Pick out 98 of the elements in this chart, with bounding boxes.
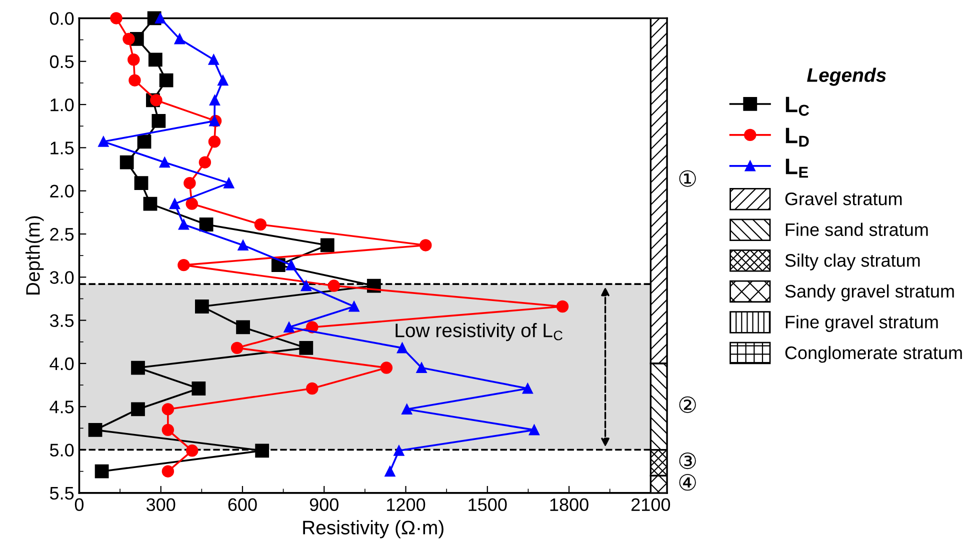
series-label: ④	[679, 474, 696, 491]
y-tick-label: 4.0	[50, 357, 74, 370]
y-tick-label: 1.0	[50, 98, 74, 112]
point	[186, 444, 198, 457]
point	[522, 383, 533, 394]
y-tick-label: 5.5	[50, 487, 74, 500]
point	[528, 424, 540, 436]
y-tick-label: 0.0	[50, 12, 74, 25]
point	[396, 342, 408, 354]
point	[208, 136, 221, 148]
point	[178, 219, 189, 230]
x-tick-label: 2100	[631, 498, 670, 512]
point	[306, 382, 318, 395]
point	[128, 74, 141, 86]
point	[224, 178, 234, 188]
point	[134, 176, 148, 190]
point	[148, 52, 162, 67]
point	[162, 424, 174, 436]
point	[174, 34, 185, 44]
point	[192, 382, 206, 396]
point	[120, 155, 134, 170]
legend-label: L$_{C}$	[786, 96, 810, 116]
y-tick-label: 0.5	[50, 55, 74, 68]
point	[195, 300, 209, 314]
y-axis-title: Depth(m)	[26, 216, 44, 294]
point	[122, 32, 135, 46]
point	[218, 75, 228, 86]
text: Fine gravel stratum	[786, 315, 938, 332]
x-tick-label: 300	[146, 498, 176, 512]
x-axis-title: Resistivity (Ω·m)	[303, 520, 444, 538]
y-tick-label: 2.5	[50, 228, 74, 241]
point	[143, 196, 158, 211]
legend-title: Legends	[807, 68, 886, 86]
point	[556, 300, 569, 313]
legend-label: L$_{E}$	[786, 158, 808, 178]
point	[320, 238, 334, 252]
point	[88, 422, 102, 437]
point	[230, 342, 244, 354]
point	[199, 218, 214, 232]
y-tick-label: 3.0	[50, 271, 74, 284]
point	[236, 320, 250, 334]
x-tick-label: 900	[310, 498, 338, 512]
text: Fine sand stratum	[786, 222, 928, 236]
point	[254, 218, 267, 231]
point	[152, 114, 166, 128]
point	[299, 340, 314, 355]
point	[178, 258, 190, 272]
series-label: ②	[679, 396, 696, 413]
x-tick-label: 0	[74, 498, 84, 512]
point	[98, 136, 109, 147]
text: Gravel stratum	[785, 192, 902, 206]
point	[348, 301, 360, 312]
point	[420, 239, 432, 252]
point	[300, 280, 312, 292]
point	[208, 54, 219, 65]
y-tick-label: 3.5	[50, 314, 74, 328]
point	[186, 198, 198, 210]
point	[162, 465, 174, 478]
text: Silty clay stratum	[785, 254, 920, 270]
point	[384, 466, 396, 477]
band-label: Low resistivity of L$_{C}$	[396, 322, 562, 342]
point	[128, 54, 140, 66]
x-tick-label: 1500	[468, 498, 507, 512]
point	[159, 73, 174, 88]
point	[150, 94, 162, 106]
point	[169, 198, 180, 210]
text: Sandy gravel stratum	[785, 284, 954, 302]
point	[131, 402, 145, 416]
y-tick-label: 4.5	[50, 400, 74, 414]
point	[284, 322, 294, 332]
point	[162, 403, 174, 416]
y-tick-label: 2.0	[50, 184, 74, 198]
y-tick-label: 5.0	[50, 444, 74, 456]
point	[416, 362, 427, 374]
x-tick-label: 1800	[550, 498, 588, 512]
point	[328, 280, 340, 292]
point	[94, 464, 109, 478]
point	[402, 404, 412, 414]
point	[155, 12, 166, 24]
x-tick-label: 1200	[387, 498, 426, 512]
point	[238, 240, 248, 250]
series-label: ③	[679, 452, 696, 470]
x-tick-label: 600	[228, 498, 257, 512]
point	[209, 94, 220, 106]
point	[159, 157, 170, 168]
point	[380, 362, 393, 374]
point	[198, 156, 212, 168]
point	[110, 12, 122, 24]
y-tick-label: 1.5	[50, 142, 74, 154]
text: Conglomerate stratum	[785, 346, 962, 363]
point	[131, 360, 145, 375]
point	[137, 134, 152, 149]
point	[255, 444, 270, 458]
point	[184, 176, 196, 190]
point	[394, 445, 404, 456]
point	[286, 260, 296, 270]
legend-label: L$_{D}$	[786, 128, 809, 147]
series-label: ①	[679, 170, 696, 187]
